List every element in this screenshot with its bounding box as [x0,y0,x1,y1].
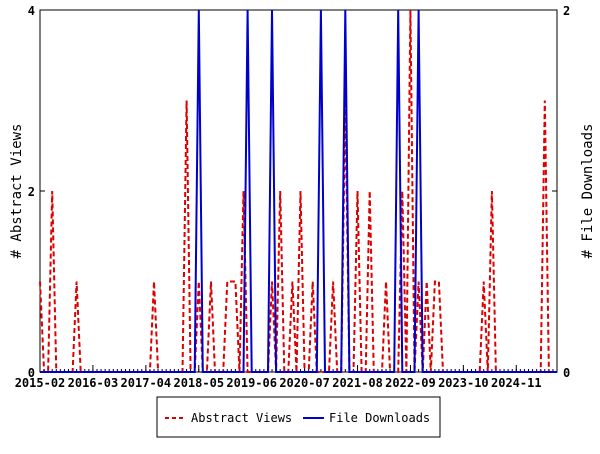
x-tick-label: 2019-06 [226,376,277,390]
tick-right-0: 0 [563,366,570,380]
y-right-label: # File Downloads [580,124,596,259]
x-tick-label: 2020-07 [279,376,330,390]
x-tick-label: 2023-10 [438,376,489,390]
legend-label-file-downloads: File Downloads [329,411,430,425]
x-tick-label: 2015-02 [15,376,66,390]
tick-right-2: 2 [563,4,570,18]
x-tick-label: 2024-11 [491,376,542,390]
series-line-abstract-views [40,10,557,372]
x-tick-label: 2017-04 [121,376,172,390]
tick-left-4: 4 [28,4,35,18]
x-tick-label: 2018-05 [173,376,224,390]
plot-frame [40,10,557,372]
legend-label-abstract-views: Abstract Views [191,411,292,425]
y-left-label: # Abstract Views [9,124,25,259]
series-line-file-downloads [40,10,557,372]
x-tick-label: 2022-09 [385,376,436,390]
x-tick-label: 2016-03 [68,376,119,390]
tick-left-2: 2 [28,185,35,199]
x-tick-label: 2021-08 [332,376,383,390]
legend: Abstract Views File Downloads [157,397,440,437]
